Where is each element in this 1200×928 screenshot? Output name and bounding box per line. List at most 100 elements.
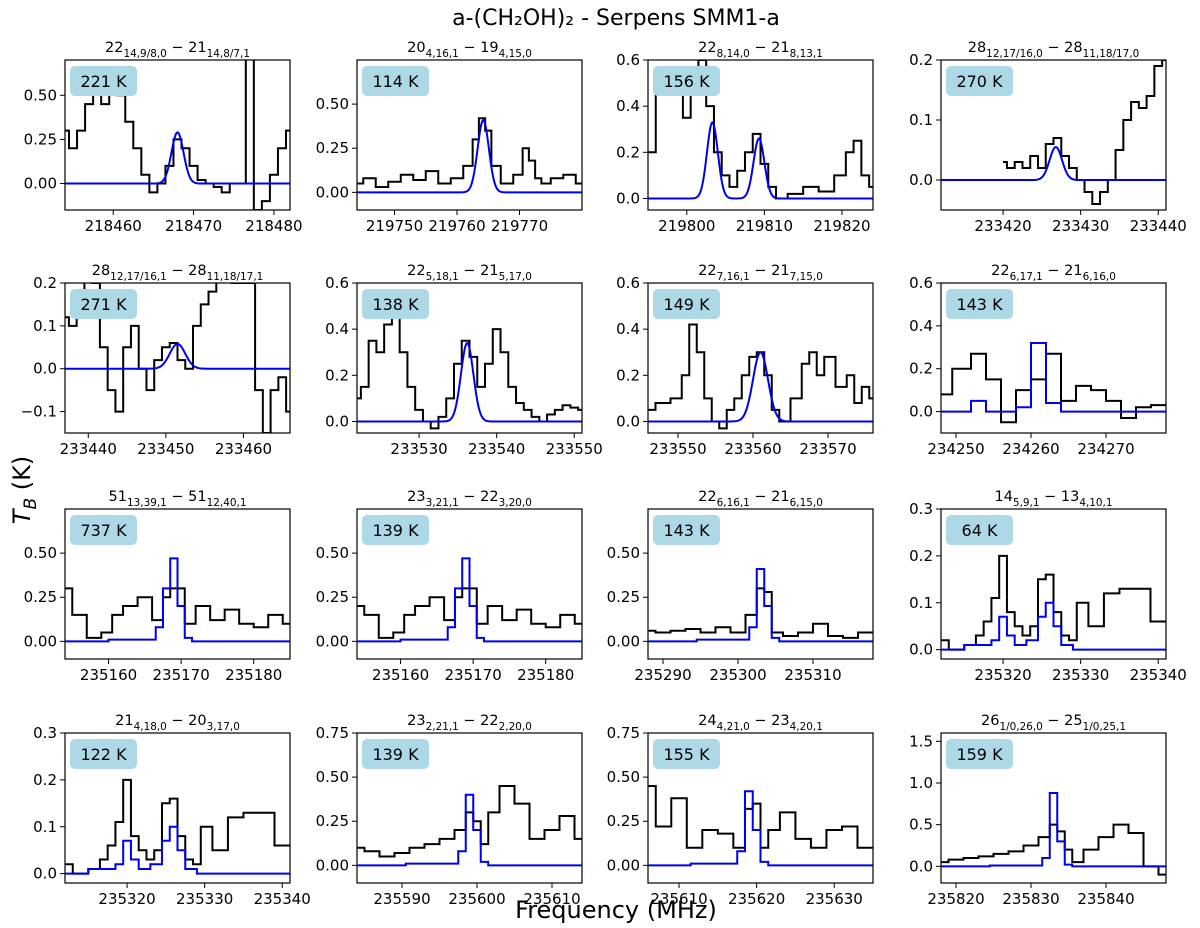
- x-tick-label: 235590: [373, 890, 430, 908]
- plot-area: [648, 60, 873, 200]
- x-tick-label: 233540: [468, 440, 525, 458]
- temperature-badge: [653, 66, 720, 96]
- x-tick-label: 218480: [245, 217, 302, 235]
- observed-spectrum-line: [648, 784, 873, 849]
- plot-area: [65, 60, 290, 210]
- x-tick-label: 219810: [736, 217, 793, 235]
- x-tick-label: 233570: [799, 440, 856, 458]
- spectrum-panel: 233420 233430 233440 0.0 0.1 0.2 270 K 2812,17/…: [909, 40, 1187, 235]
- temperature-label: 143 K: [956, 295, 1003, 314]
- plot-area: [65, 283, 290, 433]
- x-tick-label: 219820: [813, 217, 870, 235]
- temperature-label: 737 K: [80, 521, 127, 540]
- y-tick-label: 0.0: [325, 412, 349, 430]
- x-tick-label: 235600: [448, 890, 505, 908]
- axes-frame: [940, 59, 1167, 211]
- temperature-label: 221 K: [80, 72, 127, 91]
- transition-title: 2812,17/16,1 − 2811,18/17,1: [92, 263, 264, 283]
- temperature-label: 159 K: [956, 745, 1003, 764]
- transition-title: 261/0,26,0 − 251/0,25,1: [981, 713, 1126, 733]
- x-tick-label: 233550: [546, 440, 603, 458]
- x-tick-label: 234260: [1002, 440, 1059, 458]
- x-tick-label: 235630: [806, 890, 863, 908]
- y-tick-label: 0.4: [616, 320, 640, 338]
- plot-area: [648, 784, 873, 867]
- observed-spectrum-line: [357, 316, 582, 430]
- x-tick-label: 233430: [1052, 217, 1109, 235]
- axes-frame: [64, 508, 291, 660]
- y-tick-label: 0.00: [316, 183, 349, 201]
- y-tick-label: 0.3: [33, 724, 57, 742]
- y-tick-label: 0.0: [33, 865, 57, 883]
- temperature-label: 149 K: [663, 295, 710, 314]
- spectrum-panel: 235820 235830 235840 0.0 0.5 1.0 1.5 159 K 261/0…: [909, 713, 1167, 908]
- y-tick-label: 0.00: [316, 856, 349, 874]
- transition-title: 244,21,0 − 234,20,1: [698, 713, 823, 733]
- transition-title: 2214,9/8,0 − 2114,8/7,1: [105, 40, 250, 60]
- x-tick-label: 233450: [137, 440, 194, 458]
- y-tick-label: 0.0: [909, 857, 933, 875]
- transition-title: 5113,39,1 − 5112,40,1: [109, 489, 247, 509]
- temperature-badge: [653, 289, 720, 319]
- y-tick-label: 0.6: [325, 274, 349, 292]
- x-tick-label: 235170: [152, 666, 209, 684]
- temperature-badge: [362, 739, 429, 769]
- y-tick-label: 0.1: [33, 317, 57, 335]
- x-tick-label: 235330: [1052, 666, 1109, 684]
- axes-frame: [647, 282, 874, 434]
- axes-frame: [356, 59, 583, 211]
- x-tick-label: 218470: [165, 217, 222, 235]
- y-tick-label: 1.0: [909, 774, 933, 792]
- axes-frame: [647, 732, 874, 884]
- model-spectrum-line: [357, 118, 582, 194]
- y-tick-label: 0.00: [24, 632, 57, 650]
- y-tick-label: 0.4: [616, 97, 640, 115]
- panel-grid: 218460 218470 218480 0.00 0.25 0.50 221 K 2214,…: [21, 40, 1187, 908]
- temperature-badge: [70, 289, 137, 319]
- x-tick-label: 235300: [709, 666, 766, 684]
- y-tick-label: 0.00: [607, 632, 640, 650]
- plot-area: [357, 557, 582, 643]
- y-tick-label: 0.2: [33, 771, 57, 789]
- plot-area: [648, 323, 873, 430]
- temperature-badge: [653, 739, 720, 769]
- y-tick-label: 0.50: [316, 768, 349, 786]
- x-tick-label: 233420: [974, 217, 1031, 235]
- x-tick-label: 235310: [784, 666, 841, 684]
- x-tick-label: 235830: [1002, 890, 1059, 908]
- transition-title: 233,21,1 − 223,20,0: [407, 489, 532, 509]
- y-tick-label: 0.25: [316, 812, 349, 830]
- x-tick-label: 235290: [634, 666, 691, 684]
- transition-title: 145,9,1 − 134,10,1: [994, 489, 1112, 509]
- temperature-label: 122 K: [80, 745, 127, 764]
- transition-title: 225,18,1 − 215,17,0: [407, 263, 532, 283]
- plot-area: [941, 792, 1166, 876]
- x-tick-label: 234250: [927, 440, 984, 458]
- x-tick-label: 235180: [517, 666, 574, 684]
- model-spectrum-line: [648, 121, 873, 200]
- y-tick-label: 0.6: [616, 274, 640, 292]
- temperature-label: 139 K: [372, 521, 419, 540]
- y-tick-label: 0.2: [616, 366, 640, 384]
- y-tick-label: 0.50: [607, 544, 640, 562]
- y-tick-label: 0.2: [909, 547, 933, 565]
- temperature-badge: [946, 515, 1013, 545]
- plot-area: [941, 554, 1166, 651]
- y-tick-label: 0.0: [33, 360, 57, 378]
- y-tick-label: 0.0: [616, 412, 640, 430]
- axes-frame: [356, 282, 583, 434]
- x-tick-label: 219760: [428, 217, 485, 235]
- plot-area: [65, 778, 290, 875]
- y-tick-label: 0.25: [607, 588, 640, 606]
- temperature-badge: [70, 515, 137, 545]
- temperature-label: 64 K: [962, 521, 998, 540]
- y-tick-label: 0.25: [24, 588, 57, 606]
- y-tick-label: 0.2: [33, 274, 57, 292]
- y-tick-label: 0.0: [909, 641, 933, 659]
- y-tick-label: 0.4: [909, 317, 933, 335]
- axes-frame: [940, 282, 1167, 434]
- observed-spectrum-line: [648, 323, 873, 430]
- y-tick-label: 0.5: [909, 816, 933, 834]
- y-tick-label: 0.50: [24, 544, 57, 562]
- model-spectrum-line: [357, 342, 582, 423]
